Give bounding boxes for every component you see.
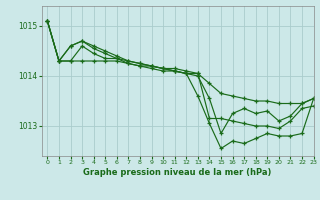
X-axis label: Graphe pression niveau de la mer (hPa): Graphe pression niveau de la mer (hPa) [84, 168, 272, 177]
